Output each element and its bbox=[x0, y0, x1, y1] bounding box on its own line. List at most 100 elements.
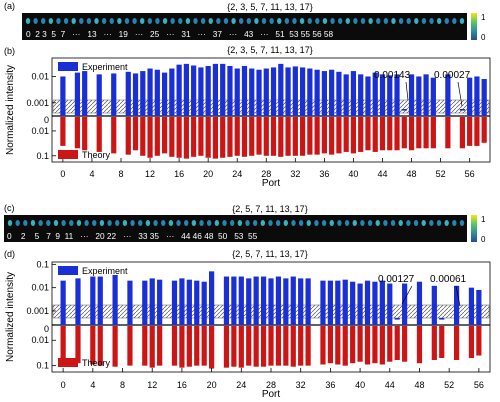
experiment-bar bbox=[186, 279, 192, 325]
strip-spot bbox=[291, 220, 296, 226]
theory-bar bbox=[278, 117, 284, 157]
theory-bar bbox=[372, 326, 378, 364]
experiment-bar bbox=[387, 283, 393, 325]
strip-spot bbox=[306, 220, 311, 226]
experiment-bar bbox=[379, 74, 386, 116]
strip-spot bbox=[452, 220, 457, 226]
experiment-bar bbox=[358, 74, 364, 116]
theory-bar bbox=[299, 117, 306, 156]
experiment-bar bbox=[194, 280, 200, 325]
theory-bar bbox=[234, 117, 240, 156]
theory-bar bbox=[408, 117, 415, 151]
theory-bar bbox=[60, 326, 66, 361]
theory-bar bbox=[394, 326, 400, 361]
theory-bar bbox=[112, 326, 118, 367]
y-tick-label: 0.01 bbox=[31, 71, 49, 81]
experiment-bar bbox=[372, 281, 378, 325]
experiment-bar bbox=[320, 280, 326, 325]
strip-spot bbox=[315, 18, 320, 24]
theory-bar bbox=[459, 117, 465, 149]
y-tick-label: 0.01 bbox=[31, 126, 49, 136]
strip-spot bbox=[292, 18, 297, 24]
experiment-bar bbox=[179, 278, 185, 325]
strip-spot bbox=[41, 18, 46, 24]
strip-spot bbox=[298, 220, 304, 226]
strip-spot bbox=[168, 220, 174, 226]
strip-spot bbox=[161, 220, 166, 226]
experiment-bar bbox=[212, 63, 219, 116]
theory-bar bbox=[336, 117, 342, 154]
theory-bar bbox=[97, 326, 103, 366]
experiment-bar bbox=[249, 68, 255, 116]
strip-spot bbox=[329, 220, 334, 226]
strip-spot bbox=[84, 220, 89, 226]
x-tick-label: 28 bbox=[266, 380, 276, 390]
x-tick-label: 0 bbox=[60, 169, 65, 179]
theory-bar bbox=[154, 117, 160, 156]
theory-bar bbox=[445, 117, 451, 149]
callout-line bbox=[405, 81, 409, 101]
intensity-strip-a bbox=[22, 13, 467, 40]
strip-spot bbox=[429, 220, 434, 226]
strip-spot bbox=[46, 220, 51, 226]
chart-label-b: (b) bbox=[4, 46, 15, 56]
x-tick-label: 4 bbox=[89, 169, 94, 179]
experiment-bar bbox=[256, 69, 262, 116]
x-tick-label: 40 bbox=[348, 169, 358, 179]
colorbar-top-c: 1 bbox=[481, 215, 486, 224]
strip-spot bbox=[115, 220, 120, 226]
experiment-bar bbox=[209, 271, 215, 325]
theory-bar bbox=[387, 117, 393, 151]
strip-spot bbox=[436, 18, 442, 24]
strip-spot bbox=[223, 18, 229, 24]
theory-bar bbox=[111, 117, 117, 154]
experiment-bar bbox=[416, 76, 422, 116]
strip-spot bbox=[344, 220, 350, 226]
theory-bar bbox=[191, 117, 197, 157]
theory-bar bbox=[335, 326, 341, 365]
theory-bar bbox=[256, 117, 262, 155]
strip-title-a: {2, 3, 5, 7, 11, 13, 17} bbox=[227, 2, 312, 12]
strip-title-c: {2, 5, 7, 11, 13, 17} bbox=[232, 204, 307, 214]
strip-spot bbox=[390, 220, 396, 226]
strip-spot bbox=[368, 18, 373, 24]
y-tick-label: 0.1 bbox=[36, 151, 49, 161]
theory-bar bbox=[157, 326, 163, 366]
experiment-bar bbox=[220, 63, 226, 116]
colorbar-bottom-a: 0 bbox=[481, 33, 486, 42]
experiment-bar bbox=[321, 71, 327, 116]
strip-spot bbox=[48, 18, 54, 24]
strip-spot bbox=[444, 220, 449, 226]
experiment-bar bbox=[342, 279, 348, 325]
experiment-bar bbox=[314, 69, 320, 116]
strip-spot bbox=[170, 18, 175, 24]
theory-bar bbox=[402, 326, 408, 362]
strip-spot bbox=[275, 220, 281, 226]
experiment-bar bbox=[234, 68, 240, 116]
legend-swatch-theory bbox=[58, 358, 78, 367]
callout-right-d: 0.00061 bbox=[430, 274, 467, 285]
theory-bar bbox=[241, 117, 248, 157]
experiment-bar bbox=[142, 280, 148, 325]
experiment-bar bbox=[283, 278, 289, 325]
strip-label-c: (c) bbox=[4, 203, 15, 213]
strip-spot bbox=[421, 18, 427, 24]
strip-spot bbox=[92, 220, 97, 226]
strip-spot bbox=[132, 18, 137, 24]
experiment-bar bbox=[416, 281, 423, 325]
strip-spot bbox=[444, 18, 449, 24]
x-tick-label: 20 bbox=[203, 169, 213, 179]
experiment-bar bbox=[350, 281, 356, 325]
strip-spot bbox=[178, 18, 183, 24]
strip-spot bbox=[367, 220, 373, 226]
theory-bar bbox=[327, 326, 333, 364]
theory-bar bbox=[60, 117, 66, 146]
theory-bar bbox=[476, 326, 482, 356]
strip-spot bbox=[337, 220, 342, 226]
theory-bar bbox=[416, 326, 423, 364]
theory-bar bbox=[329, 117, 335, 155]
x-tick-label: 52 bbox=[444, 380, 454, 390]
experiment-bar bbox=[161, 72, 168, 116]
